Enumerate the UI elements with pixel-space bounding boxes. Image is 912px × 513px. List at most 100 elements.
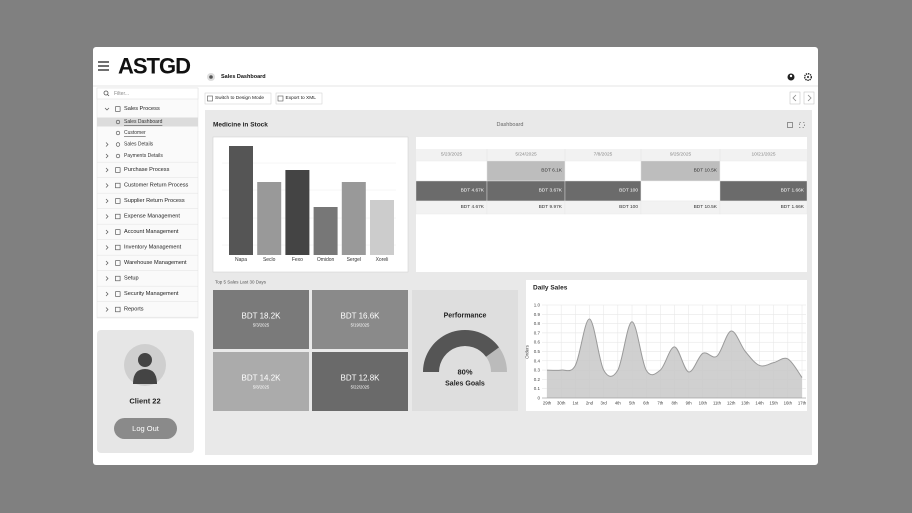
submenu-item[interactable]: Sales Dashboard — [124, 119, 163, 125]
menu-icon — [115, 291, 121, 297]
x-tick-label: 4th — [615, 401, 622, 406]
next-arrow — [807, 94, 812, 102]
submenu-item[interactable]: Sales Details — [124, 142, 154, 148]
tab-title[interactable]: Sales Dashboard — [221, 74, 266, 80]
tile-date: 5/22/2025 — [351, 385, 370, 390]
x-tick-label: 7th — [657, 401, 664, 406]
menu-item[interactable]: Account Management — [124, 229, 179, 235]
collapse-chevron — [105, 291, 109, 297]
design-mode-button[interactable] — [204, 92, 272, 105]
x-tick-label: 15th — [769, 401, 778, 406]
x-tick-label: 6th — [643, 401, 650, 406]
expand-chevron — [104, 107, 110, 111]
menu-icon — [115, 306, 121, 313]
menu-item[interactable]: Security Management — [124, 291, 179, 297]
bar — [341, 182, 366, 255]
menu-item[interactable]: Supplier Return Process — [124, 198, 185, 204]
collapse-chevron — [105, 167, 109, 173]
pivot-value: BDT 1.66K — [781, 204, 805, 210]
x-tick-label: 17th — [798, 401, 807, 406]
settings-icon[interactable] — [804, 72, 813, 81]
menu-item[interactable]: Customer Return Process — [124, 183, 189, 189]
collapse-chevron — [105, 260, 109, 266]
collapse-chevron — [105, 153, 109, 159]
gauge-title: Performance — [444, 313, 487, 320]
pivot-value: BDT 3.67K — [539, 188, 563, 194]
x-tick-label: Seclo — [263, 257, 276, 263]
sales-tile — [213, 290, 309, 349]
tile-date: 5/3/2025 — [253, 323, 270, 328]
fullscreen-icon[interactable] — [799, 122, 805, 128]
menu-icon — [115, 213, 121, 220]
y-tick-label: 0.1 — [534, 386, 541, 391]
pivot-header — [416, 149, 807, 161]
menu-item[interactable]: Inventory Management — [124, 245, 182, 251]
pivot-cell — [640, 180, 721, 202]
menu-icon — [115, 260, 121, 266]
next-button[interactable] — [803, 91, 815, 105]
x-tick-label: Fexo — [292, 257, 303, 263]
user-icon[interactable] — [787, 73, 795, 81]
collapse-chevron — [105, 142, 109, 147]
area-line — [546, 318, 803, 378]
logout-label: Log Out — [132, 424, 160, 433]
menu-item[interactable]: Reports — [124, 307, 144, 313]
x-tick-label: 16th — [784, 401, 793, 406]
menu-icon — [115, 198, 121, 204]
menu-icon — [115, 106, 121, 112]
hamburger[interactable] — [98, 61, 109, 71]
share-icon[interactable] — [787, 122, 793, 128]
performance-panel — [412, 290, 518, 411]
pivot-cell — [719, 160, 808, 182]
menu-item[interactable]: Warehouse Management — [124, 260, 187, 266]
pivot-column-header: 5/24/2025 — [515, 152, 537, 158]
bar — [257, 182, 282, 255]
x-tick-label: Omidon — [317, 257, 335, 263]
area-fill — [547, 318, 802, 398]
x-tick-label: 14th — [755, 401, 764, 406]
pivot-value: BDT 100 — [619, 204, 638, 210]
content: 5/23/2025 5/24/2025 7/8/2025 9/25/2025 10/21… — [213, 146, 808, 411]
submenu-item[interactable]: Payments Details — [124, 153, 163, 159]
x-tick-label: 11th — [713, 401, 722, 406]
collapse-chevron — [105, 245, 109, 250]
menu-item[interactable]: Purchase Process — [124, 167, 170, 173]
pivot-value: BDT 4.67K — [461, 204, 485, 210]
pivot-value: BDT 10.5K — [694, 204, 718, 210]
pivot-cell — [564, 160, 642, 182]
y-tick-label: 0.9 — [534, 312, 541, 317]
x-tick-label: 30th — [557, 401, 566, 406]
pivot-value: BDT 1.66K — [781, 188, 805, 194]
menu-item[interactable]: Setup — [124, 276, 139, 282]
export-button[interactable] — [275, 92, 323, 105]
gauge-caption: Sales Goals — [445, 381, 485, 388]
pivot-column-header: 7/8/2025 — [594, 152, 613, 158]
menu-item[interactable]: Expense Management — [124, 214, 180, 220]
x-tick-label: 5th — [629, 401, 636, 406]
sales-tile — [213, 352, 309, 411]
logout-button[interactable] — [114, 418, 177, 439]
pivot-value: BDT 10.5K — [694, 168, 718, 174]
collapse-chevron — [105, 214, 109, 219]
pivot-value: BDT 100 — [619, 188, 638, 194]
pivot-value: BDT 9.97K — [539, 204, 563, 210]
prev-button[interactable] — [789, 91, 801, 105]
y-tick-label: 0.8 — [534, 321, 541, 326]
dashboard-subtitle: Dashboard — [497, 122, 524, 128]
avatar-body — [133, 369, 157, 384]
y-tick-label: 0.6 — [534, 340, 541, 345]
active-item — [97, 117, 198, 127]
design-mode-label: Switch to Design Mode — [215, 95, 264, 101]
filter-input[interactable] — [96, 87, 199, 100]
y-tick-label: 0.2 — [534, 377, 541, 382]
collapse-chevron — [105, 229, 109, 235]
tile-amount: BDT 16.6K — [341, 312, 381, 321]
submenu-item[interactable]: Customer — [124, 130, 146, 136]
search-icon — [103, 90, 110, 97]
y-tick-label: 0.4 — [534, 358, 541, 363]
sales-tile — [312, 290, 408, 349]
submenu-icon — [115, 119, 121, 125]
menu-item[interactable]: Sales Process — [124, 106, 160, 112]
top-sales-title: Top 5 Sales Last 30 Days — [215, 280, 267, 285]
menu: Sales Process Sales Dashboard Customer Sale… — [97, 106, 198, 318]
